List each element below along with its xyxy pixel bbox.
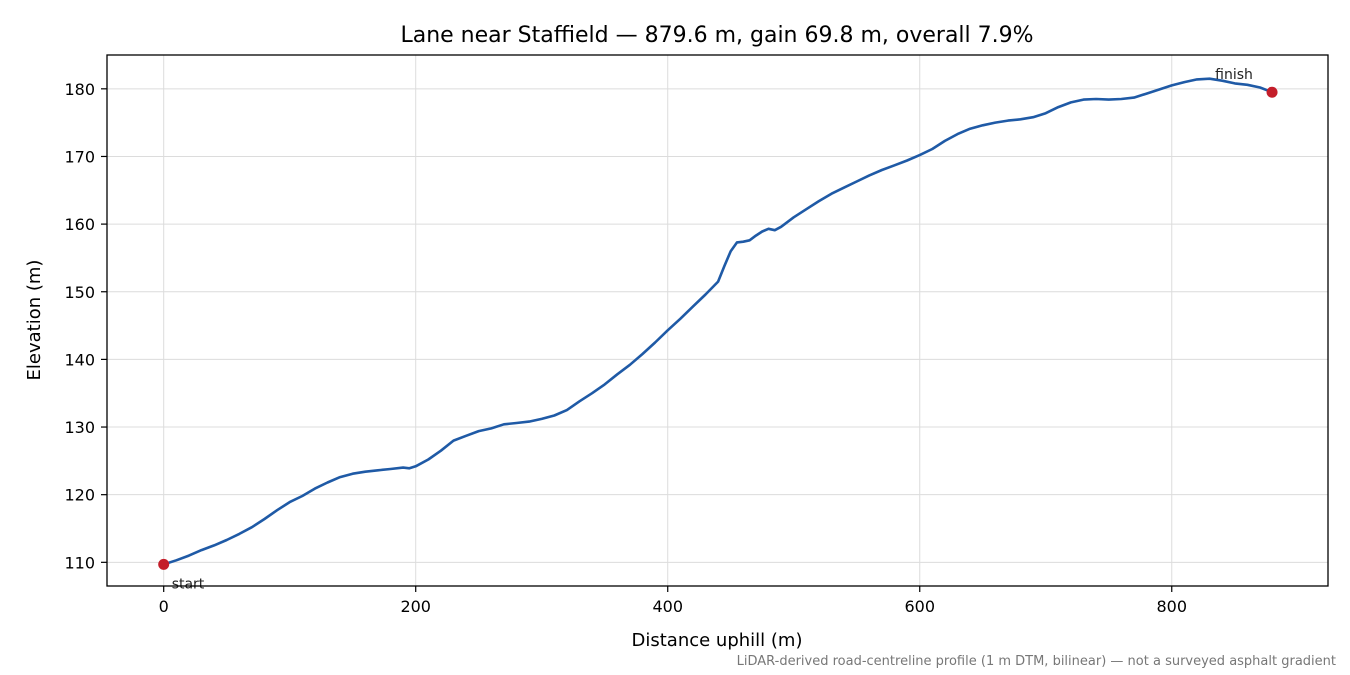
y-tick-label: 180	[64, 80, 95, 99]
y-axis-label: Elevation (m)	[24, 260, 45, 381]
elevation-line	[163, 77, 1273, 566]
x-tick-label: 800	[1156, 597, 1187, 616]
plot-frame	[106, 54, 1329, 587]
finish-label: finish	[1215, 67, 1253, 83]
axis-ticks: 0 200 400 600 800 110 120 130 140 150 160 170 180	[64, 80, 1187, 616]
finish-marker	[1266, 86, 1278, 98]
y-tick-label: 120	[64, 486, 95, 505]
x-axis-label: Distance uphill (m)	[632, 630, 803, 651]
y-tick-label: 130	[64, 418, 95, 437]
x-tick-label: 600	[904, 597, 935, 616]
series-layer	[163, 77, 1273, 566]
x-tick-label: 400	[652, 597, 683, 616]
x-tick-label: 0	[159, 597, 169, 616]
y-tick-label: 110	[64, 553, 95, 572]
start-marker	[158, 558, 170, 570]
chart-title: Lane near Staffield — 879.6 m, gain 69.8…	[400, 23, 1033, 48]
start-label: start	[172, 576, 205, 592]
y-tick-label: 160	[64, 215, 95, 234]
y-tick-label: 170	[64, 147, 95, 166]
y-tick-label: 140	[64, 350, 95, 369]
footnote: LiDAR-derived road-centreline profile (1…	[737, 654, 1336, 669]
x-tick-label: 200	[400, 597, 431, 616]
grid	[107, 55, 1328, 586]
markers-layer: start finish	[158, 67, 1278, 592]
y-tick-label: 150	[64, 283, 95, 302]
